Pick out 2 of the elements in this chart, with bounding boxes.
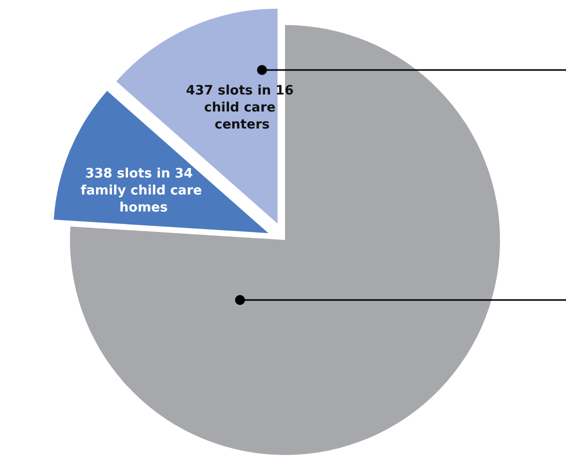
slice-label: 437 slots in 16 child care centers	[186, 83, 298, 132]
slice-label: 338 slots in 34 family child care homes	[80, 166, 202, 216]
